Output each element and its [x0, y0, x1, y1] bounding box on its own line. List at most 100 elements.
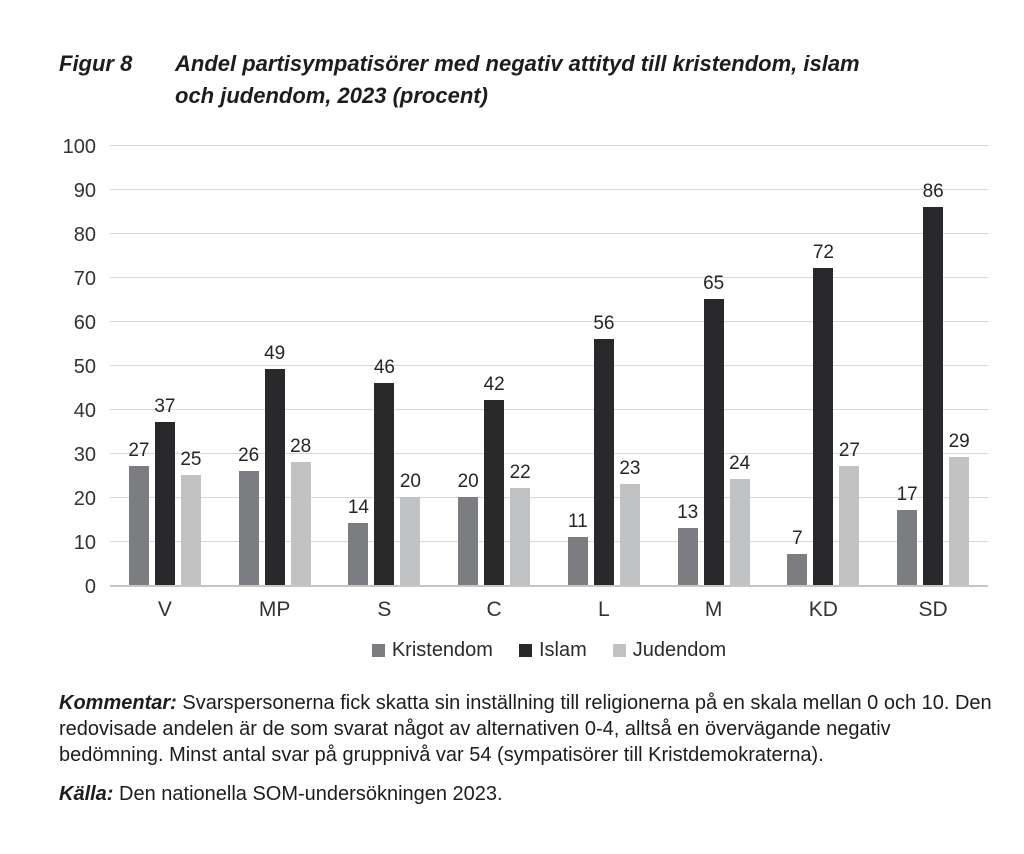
- gridline-70: [110, 277, 988, 278]
- bar-wrap: 28: [290, 147, 311, 585]
- bar-kristendom: [787, 554, 808, 585]
- bar-group-m: 13 65 24: [659, 147, 769, 585]
- bar-judendom: [619, 483, 640, 585]
- bar-kristendom: [128, 466, 149, 585]
- gridline-60: [110, 321, 988, 322]
- bar-kristendom: [458, 497, 479, 585]
- bar-judendom: [180, 475, 201, 585]
- x-axis-labels: V MP S C L M KD SD: [110, 598, 988, 622]
- bar-kristendom: [677, 527, 698, 585]
- legend-item-islam: Islam: [518, 639, 587, 662]
- bar-wrap: 65: [703, 147, 725, 585]
- gridline-10: [110, 541, 988, 542]
- bar-value-label: 27: [128, 440, 150, 462]
- legend-label-judendom: Judendom: [632, 639, 727, 661]
- bar-islam: [813, 268, 834, 585]
- x-tick-label-s: S: [377, 598, 392, 621]
- bar-wrap: 24: [729, 147, 750, 585]
- legend: Kristendom Islam Judendom: [110, 639, 988, 662]
- x-tick-label-v: V: [157, 598, 172, 621]
- bar-kristendom: [897, 510, 918, 585]
- source-note: Källa: Den nationella SOM-undersökningen…: [59, 781, 994, 807]
- bar-islam: [154, 422, 175, 585]
- bar-value-label: 65: [703, 273, 725, 294]
- bar-wrap: 14: [347, 147, 369, 585]
- bar-wrap: 23: [619, 147, 640, 585]
- bar-value-label: 11: [568, 510, 588, 532]
- bar-group-l: 11 56 23: [549, 147, 659, 585]
- bar-wrap: 27: [838, 147, 860, 585]
- comment-note: Kommentar: Svarspersonerna fick skatta s…: [59, 690, 994, 768]
- bar-wrap: 42: [483, 147, 505, 585]
- x-tick-label-sd: SD: [918, 598, 948, 621]
- bar-wrap: 25: [180, 147, 201, 585]
- bar-judendom: [400, 497, 421, 585]
- y-tick-label: 40: [73, 400, 96, 422]
- legend-item-judendom: Judendom: [612, 639, 727, 662]
- bar-islam: [923, 206, 944, 585]
- bar-wrap: 22: [510, 147, 531, 585]
- bar-judendom: [510, 488, 531, 585]
- bar-group-c: 20 42 22: [439, 147, 549, 585]
- bar-value-label: 86: [922, 180, 944, 202]
- bar-judendom: [839, 466, 860, 585]
- legend-swatch-islam: [518, 644, 532, 657]
- bar-group-sd: 17 86 29: [878, 147, 988, 585]
- bar-wrap: 13: [677, 147, 699, 585]
- bar-wrap: 27: [128, 147, 150, 585]
- bar-group-kd: 7 72 27: [769, 147, 879, 585]
- x-tick-label-mp: MP: [258, 598, 291, 621]
- bar-value-label: 13: [677, 501, 699, 523]
- bar-wrap: 86: [922, 147, 944, 585]
- bar-value-label: 7: [792, 528, 803, 550]
- bar-value-label: 26: [238, 444, 260, 466]
- bar-value-label: 56: [593, 312, 615, 334]
- y-tick-label: 0: [84, 576, 96, 598]
- bar-group-mp: 26 49 28: [220, 147, 330, 585]
- legend-swatch-kristendom: [371, 644, 385, 657]
- legend-swatch-judendom: [612, 644, 626, 657]
- bar-value-label: 42: [483, 374, 505, 396]
- legend-label-kristendom: Kristendom: [391, 639, 493, 661]
- gridline-20: [110, 497, 988, 498]
- y-tick-label: 30: [73, 444, 96, 466]
- x-tick-label-m: M: [704, 598, 723, 621]
- x-tick-label-l: L: [598, 598, 610, 621]
- y-tick-label: 90: [73, 180, 96, 202]
- bar-value-label: 37: [154, 396, 176, 418]
- bar-value-label: 20: [399, 471, 421, 492]
- bar-wrap: 7: [787, 147, 808, 585]
- bar-kristendom: [348, 523, 369, 585]
- bar-islam: [264, 369, 285, 585]
- bar-wrap: 56: [593, 147, 615, 585]
- gridline-90: [110, 189, 988, 190]
- gridline-100: [110, 145, 988, 146]
- y-tick-label: 80: [73, 224, 96, 246]
- y-tick-label: 60: [73, 312, 96, 334]
- x-tick-label-kd: KD: [808, 598, 838, 621]
- gridline-30: [110, 453, 988, 454]
- bar-wrap: 37: [154, 147, 176, 585]
- figure-title-line2: och judendom, 2023 (procent): [175, 83, 488, 108]
- figure-title: Figur 8 Andel partisympatisörer med nega…: [59, 48, 860, 112]
- bar-value-label: 27: [838, 440, 860, 462]
- source-text: Den nationella SOM-undersökningen 2023.: [113, 783, 503, 805]
- bar-chart: 0 10 20 30 40 50 60 70 80 90 100 27 37 25 26 49 28 14 46 2…: [0, 136, 1024, 707]
- bar-value-label: 14: [347, 497, 369, 519]
- bar-islam: [703, 299, 724, 585]
- y-tick-label: 100: [62, 136, 96, 158]
- bar-value-label: 17: [896, 484, 918, 506]
- y-tick-label: 10: [73, 532, 96, 554]
- bar-value-label: 49: [264, 343, 286, 365]
- gridline-50: [110, 365, 988, 366]
- bar-wrap: 72: [813, 147, 834, 585]
- bar-groups: 27 37 25 26 49 28 14 46 20 20 42 22 11 56 23 13 65 24 7 72 2…: [110, 147, 988, 585]
- bar-value-label: 29: [948, 431, 970, 453]
- bar-group-v: 27 37 25: [110, 147, 220, 585]
- bar-wrap: 17: [896, 147, 918, 585]
- bar-value-label: 20: [457, 471, 479, 492]
- y-tick-label: 70: [73, 268, 96, 290]
- y-tick-label: 20: [73, 488, 96, 510]
- legend-item-kristendom: Kristendom: [371, 639, 493, 662]
- gridline-40: [110, 409, 988, 410]
